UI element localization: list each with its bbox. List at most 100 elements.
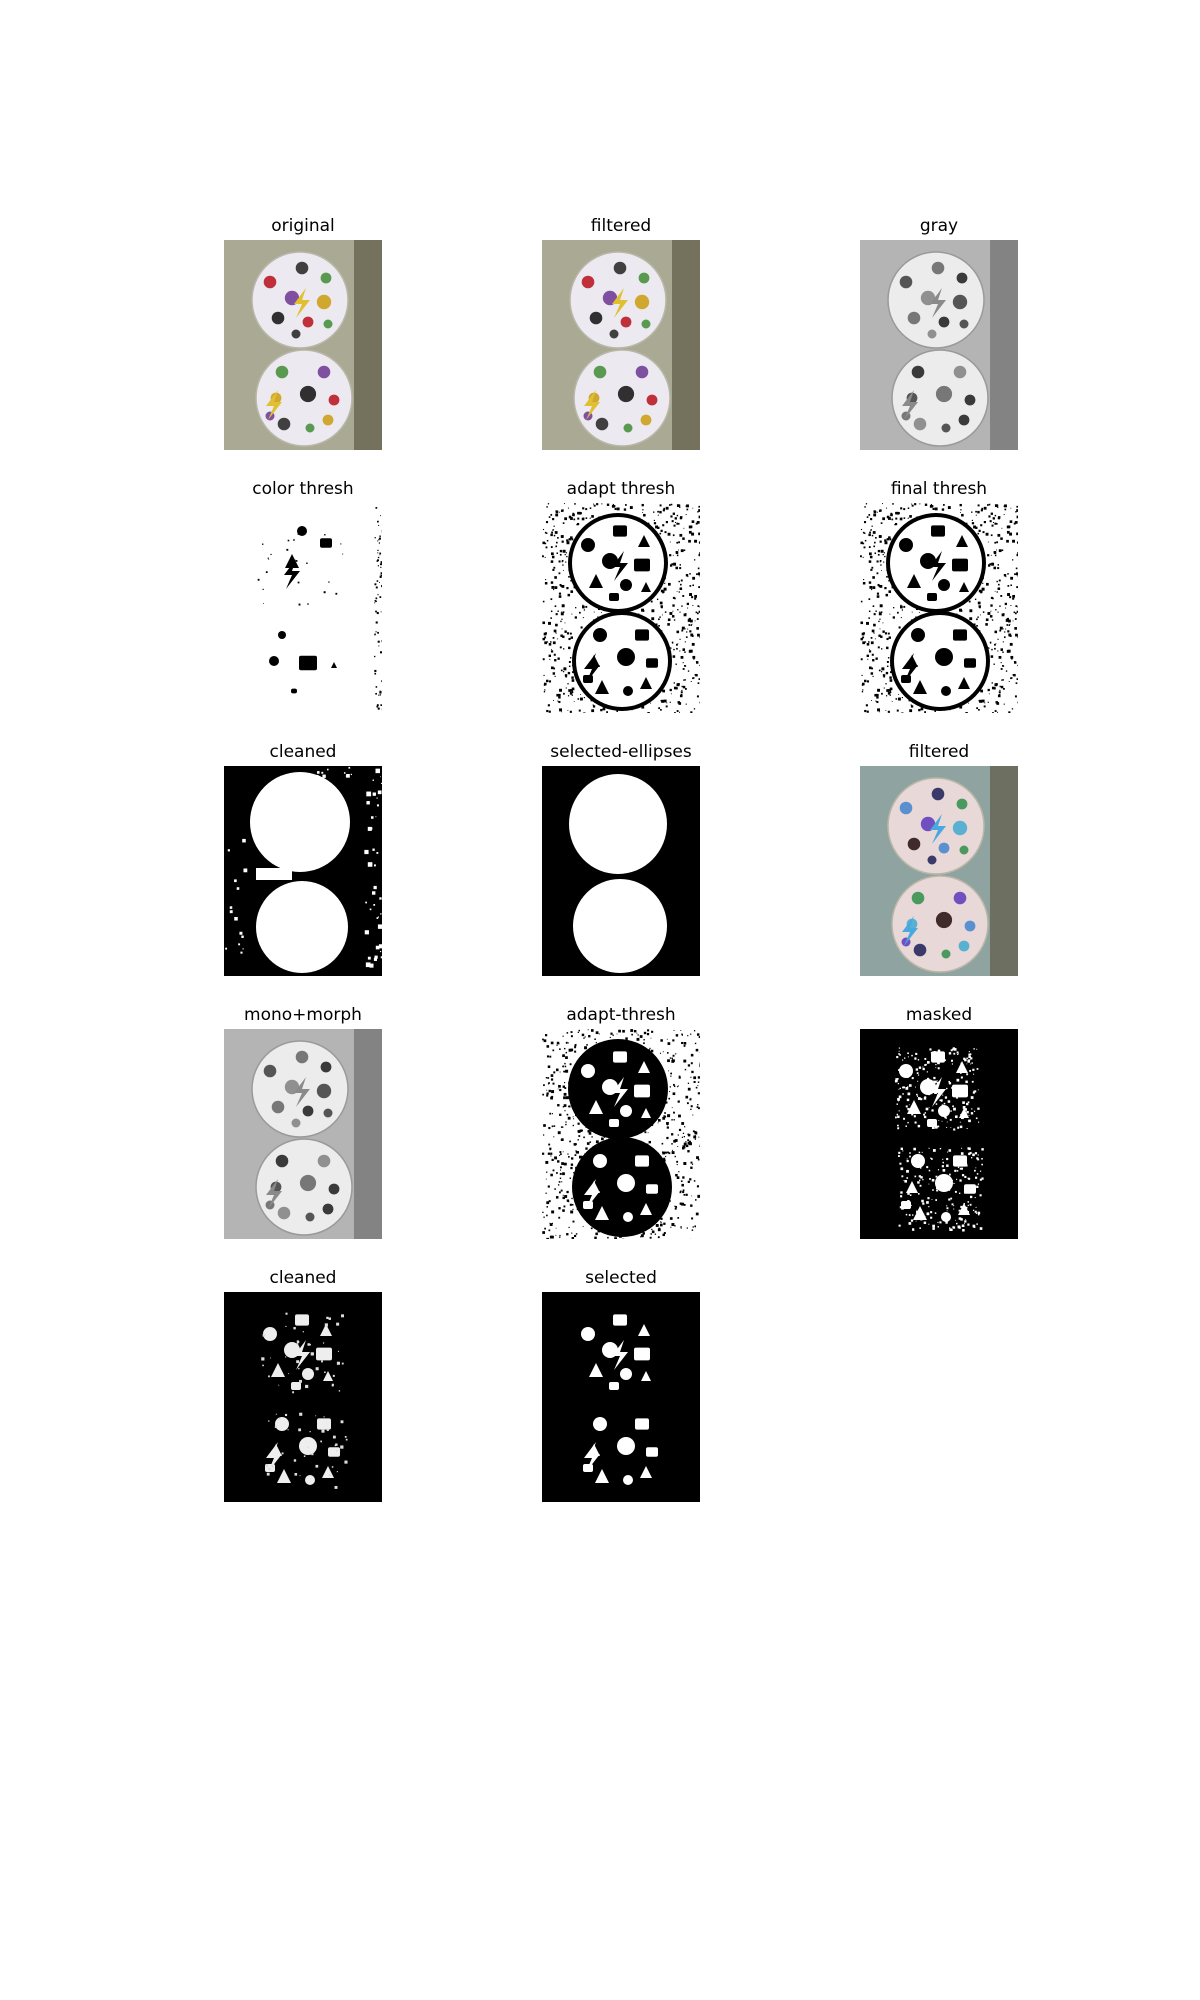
noise-speck	[575, 1233, 578, 1235]
noise-speck	[914, 1175, 917, 1178]
symbol-icon	[316, 1083, 332, 1099]
noise-speck	[682, 1176, 685, 1179]
noise-speck	[307, 603, 309, 605]
symbol-icon	[927, 593, 937, 601]
noise-speck	[559, 688, 563, 692]
noise-speck	[571, 1157, 574, 1160]
noise-speck	[894, 1079, 898, 1083]
noise-speck	[664, 611, 667, 613]
noise-speck	[680, 1226, 682, 1228]
noise-speck	[690, 633, 694, 637]
noise-speck	[550, 1155, 552, 1157]
noise-speck	[1016, 505, 1018, 508]
noise-speck	[561, 540, 564, 543]
noise-speck	[582, 1226, 584, 1227]
noise-speck	[566, 1233, 569, 1236]
noise-speck	[950, 1127, 952, 1129]
noise-speck	[552, 672, 556, 675]
noise-speck	[699, 1064, 700, 1068]
noise-speck	[551, 1158, 554, 1162]
noise-speck	[997, 564, 1000, 566]
noise-speck	[687, 1150, 690, 1153]
noise-speck	[546, 641, 549, 643]
noise-speck	[969, 609, 973, 613]
noise-speck	[594, 1236, 597, 1239]
symbol-icon	[277, 1206, 291, 1220]
noise-speck	[336, 1361, 340, 1365]
noise-speck	[563, 692, 565, 695]
selected-ellipse	[569, 774, 667, 874]
panel-title: mono+morph	[244, 1005, 362, 1025]
noise-speck	[660, 529, 663, 532]
noise-speck	[873, 623, 876, 627]
noise-speck	[669, 564, 673, 567]
noise-speck	[974, 1169, 976, 1172]
noise-speck	[669, 1057, 672, 1059]
noise-speck	[866, 516, 869, 518]
noise-speck	[895, 1078, 898, 1081]
noise-speck	[942, 1158, 944, 1160]
symbol-icon	[931, 1051, 945, 1063]
noise-speck	[677, 1085, 679, 1087]
noise-speck	[667, 618, 671, 622]
noise-speck	[593, 611, 595, 613]
noise-speck	[880, 570, 882, 572]
noise-speck	[567, 683, 569, 685]
noise-speck	[947, 1151, 949, 1153]
noise-speck	[977, 1183, 980, 1185]
noise-speck	[889, 538, 892, 541]
noise-speck	[682, 1145, 686, 1149]
noise-speck	[544, 581, 548, 585]
noise-speck	[568, 1105, 571, 1108]
noise-speck	[964, 1222, 965, 1224]
noise-speck	[662, 614, 663, 616]
symbol-icon	[964, 1184, 976, 1194]
noise-speck	[675, 551, 679, 554]
symbol-icon	[920, 816, 936, 832]
noise-speck	[863, 579, 865, 581]
panel-image	[860, 503, 1018, 713]
symbol-icon	[913, 417, 927, 431]
noise-speck	[961, 1147, 963, 1149]
noise-speck	[542, 1152, 545, 1155]
noise-speck	[666, 1052, 669, 1054]
symbol-icon	[958, 414, 970, 426]
noise-speck	[691, 1070, 694, 1074]
noise-speck	[370, 827, 373, 830]
noise-speck	[550, 533, 553, 537]
noise-speck	[939, 1099, 942, 1102]
noise-speck	[695, 673, 698, 677]
noise-speck	[557, 657, 560, 660]
noise-speck	[562, 1194, 564, 1196]
noise-speck	[663, 1222, 666, 1225]
noise-speck	[377, 565, 379, 567]
noise-speck	[578, 1155, 582, 1159]
noise-speck	[877, 549, 881, 553]
bolt-icon	[294, 288, 310, 318]
noise-speck	[267, 557, 269, 559]
panel-image	[224, 1029, 382, 1239]
noise-speck	[242, 838, 246, 843]
symbol-blob	[305, 1475, 315, 1485]
noise-speck	[569, 1203, 572, 1206]
noise-speck	[579, 1129, 583, 1132]
noise-speck	[380, 566, 382, 568]
noise-speck	[862, 641, 866, 645]
noise-speck	[927, 1197, 930, 1200]
noise-speck	[585, 1147, 588, 1150]
noise-speck	[962, 1106, 966, 1109]
symbol-icon	[641, 319, 651, 329]
noise-speck	[566, 555, 568, 558]
noise-speck	[994, 647, 996, 650]
noise-speck	[666, 1122, 669, 1125]
panel-image	[542, 1029, 700, 1239]
panel-title: filtered	[590, 216, 652, 236]
noise-speck	[548, 1082, 550, 1084]
noise-speck	[546, 532, 548, 534]
noise-speck	[601, 503, 603, 505]
noise-speck	[306, 562, 308, 564]
noise-speck	[1017, 636, 1018, 639]
noise-speck	[691, 520, 695, 523]
noise-speck	[1010, 584, 1012, 587]
noise-speck	[1005, 607, 1007, 609]
